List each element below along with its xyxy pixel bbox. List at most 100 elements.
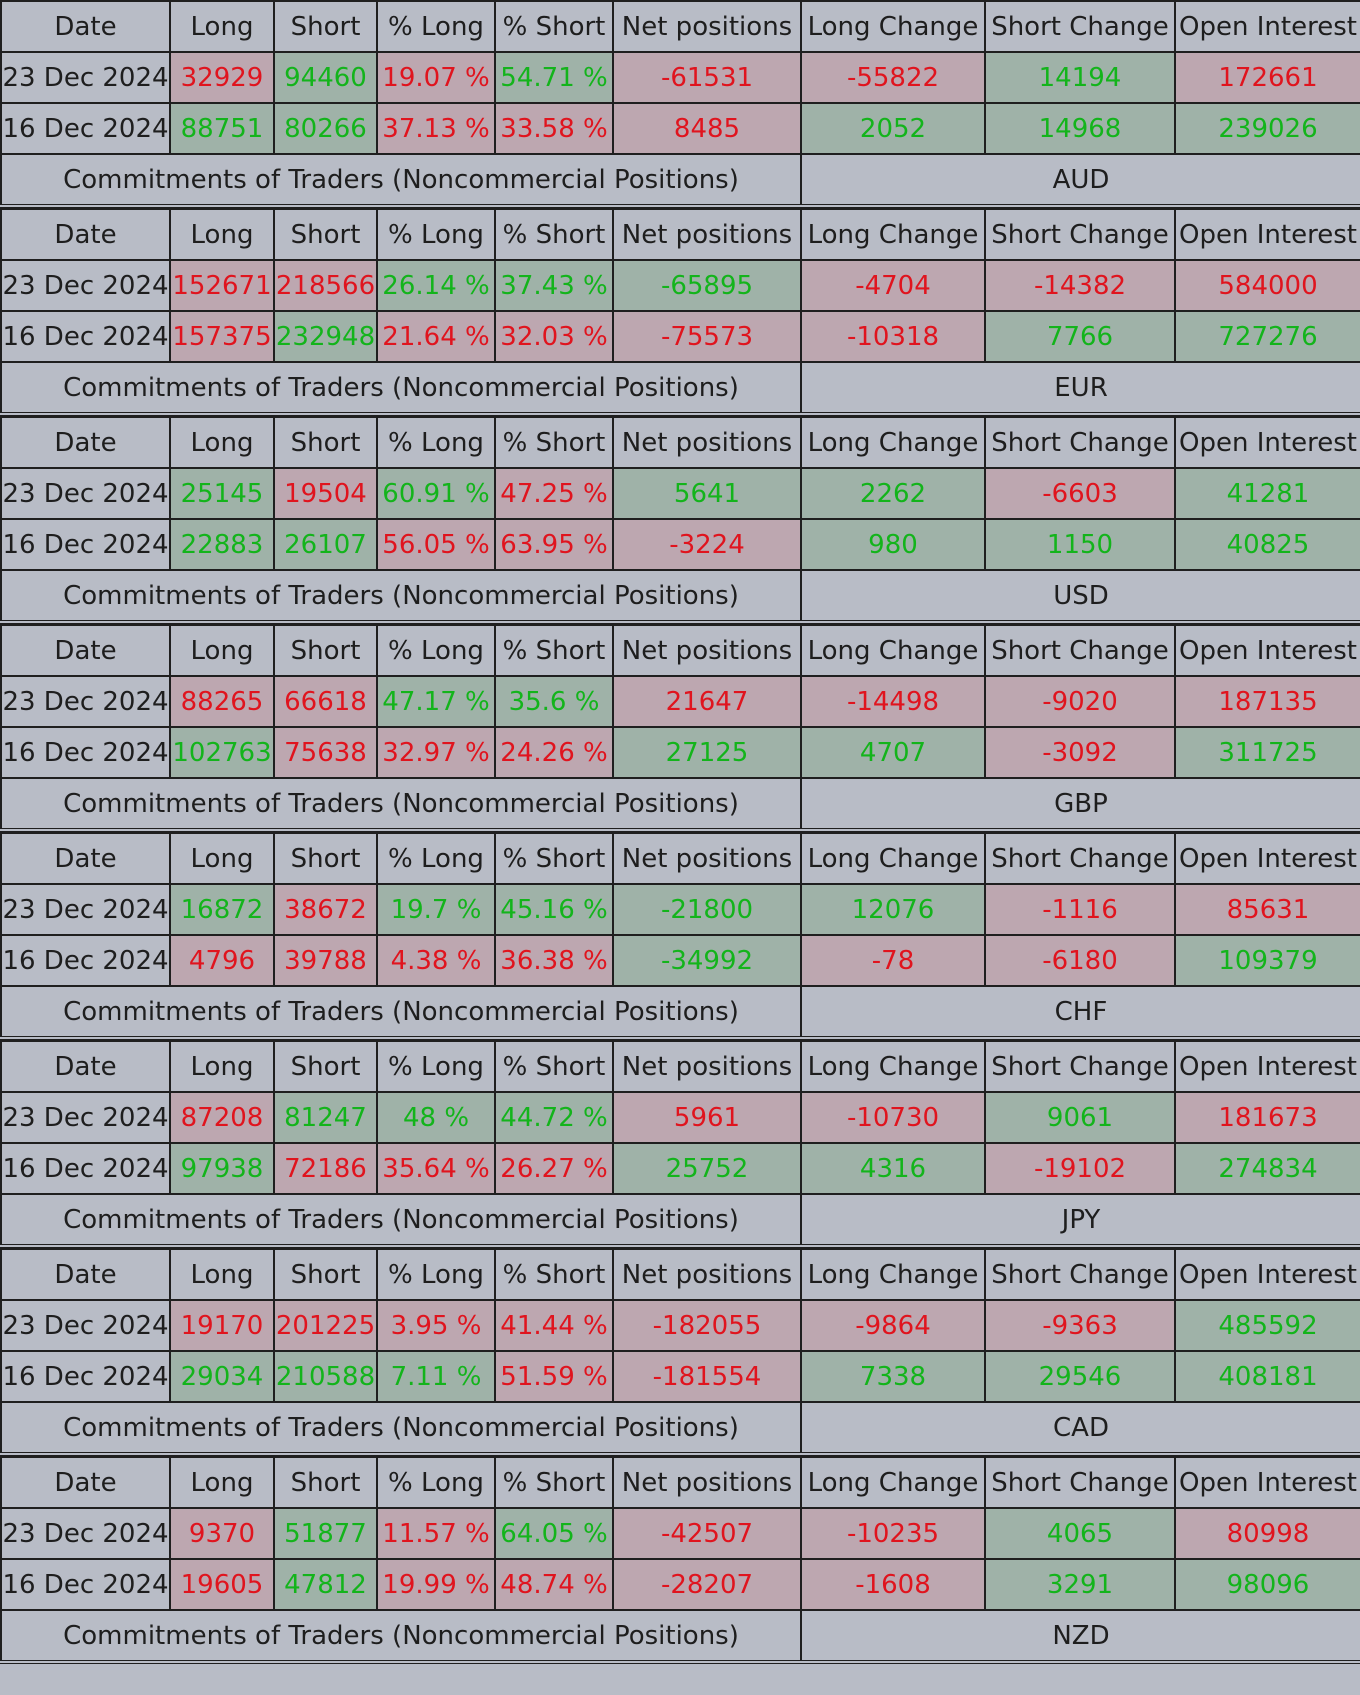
column-header: Long Change: [800, 1456, 986, 1509]
short-cell: 26107: [273, 518, 378, 571]
long-cell: 32929: [169, 51, 275, 104]
cot-table-chf: Date Long Short% Long% Short Net positions L…: [0, 832, 1360, 1040]
table-row: 16 Dec 2024 88751 80266 37.13 % 33.58 % 8485 2…: [0, 102, 1360, 155]
column-header: Net positions: [612, 1040, 802, 1093]
table-row: 23 Dec 2024 16872 38672 19.7 % 45.16 % -21800…: [0, 883, 1360, 936]
report-title: Commitments of Traders (Noncommercial Po…: [0, 153, 802, 207]
net-positions-cell: -3224: [612, 518, 802, 571]
column-header: % Long: [376, 832, 496, 885]
column-header: Open Interest: [1174, 832, 1360, 885]
long-change-cell: -10318: [800, 310, 986, 363]
long-change-cell: -9864: [800, 1299, 986, 1352]
column-header: % Short: [494, 208, 614, 261]
report-title: Commitments of Traders (Noncommercial Po…: [0, 1193, 802, 1247]
long-cell: 102763: [169, 726, 275, 779]
column-header: % Long: [376, 416, 496, 469]
net-positions-cell: -42507: [612, 1507, 802, 1560]
long-change-cell: -4704: [800, 259, 986, 312]
column-header: Date: [0, 208, 171, 261]
short-change-cell: 3291: [984, 1558, 1176, 1611]
short-cell: 94460: [273, 51, 378, 104]
short-cell: 210588: [273, 1350, 378, 1403]
currency-label: JPY: [800, 1193, 1360, 1247]
cot-table-jpy: Date Long Short% Long% Short Net positions L…: [0, 1040, 1360, 1248]
short-change-cell: -14382: [984, 259, 1176, 312]
column-header: Long: [169, 0, 275, 53]
table-row: 23 Dec 2024 19170 201225 3.95 % 41.44 % -1820…: [0, 1299, 1360, 1352]
date-cell: 16 Dec 2024: [0, 1142, 171, 1195]
column-header: % Short: [494, 1248, 614, 1301]
open-interest-cell: 485592: [1174, 1299, 1360, 1352]
long-cell: 4796: [169, 934, 275, 987]
long-change-cell: 7338: [800, 1350, 986, 1403]
pct-long-cell: 37.13 %: [376, 102, 496, 155]
pct-short-cell: 26.27 %: [494, 1142, 614, 1195]
open-interest-cell: 98096: [1174, 1558, 1360, 1611]
column-header: Open Interest: [1174, 1456, 1360, 1509]
date-cell: 16 Dec 2024: [0, 1350, 171, 1403]
header-row: Date Long Short% Long% Short Net positions L…: [0, 1456, 1360, 1509]
column-header: Long Change: [800, 832, 986, 885]
column-header: Short Change: [984, 1248, 1176, 1301]
long-cell: 87208: [169, 1091, 275, 1144]
title-row: Commitments of Traders (Noncommercial Po…: [0, 361, 1360, 415]
table-row: 23 Dec 2024 152671 218566 26.14 % 37.43 % -65…: [0, 259, 1360, 312]
table-row: 23 Dec 2024 9370 51877 11.57 % 64.05 % -42507…: [0, 1507, 1360, 1560]
pct-short-cell: 48.74 %: [494, 1558, 614, 1611]
table-row: 16 Dec 2024 157375 232948 21.64 % 32.03 % -75…: [0, 310, 1360, 363]
short-change-cell: 14194: [984, 51, 1176, 104]
header-row: Date Long Short% Long% Short Net positions L…: [0, 1040, 1360, 1093]
column-header: Long Change: [800, 0, 986, 53]
pct-short-cell: 44.72 %: [494, 1091, 614, 1144]
column-header: % Long: [376, 1456, 496, 1509]
short-cell: 39788: [273, 934, 378, 987]
column-header: % Long: [376, 1248, 496, 1301]
column-header: Date: [0, 832, 171, 885]
header-row: Date Long Short% Long% Short Net positions L…: [0, 624, 1360, 677]
date-cell: 23 Dec 2024: [0, 1091, 171, 1144]
net-positions-cell: -65895: [612, 259, 802, 312]
pct-long-cell: 32.97 %: [376, 726, 496, 779]
net-positions-cell: -34992: [612, 934, 802, 987]
long-cell: 29034: [169, 1350, 275, 1403]
column-header: Date: [0, 1248, 171, 1301]
short-change-cell: 7766: [984, 310, 1176, 363]
net-positions-cell: -21800: [612, 883, 802, 936]
table-row: 16 Dec 2024 97938 72186 35.64 % 26.27 % 25752…: [0, 1142, 1360, 1195]
column-header: Open Interest: [1174, 624, 1360, 677]
pct-long-cell: 11.57 %: [376, 1507, 496, 1560]
report-title: Commitments of Traders (Noncommercial Po…: [0, 1401, 802, 1455]
header-row: Date Long Short% Long% Short Net positions L…: [0, 0, 1360, 53]
pct-short-cell: 32.03 %: [494, 310, 614, 363]
date-cell: 16 Dec 2024: [0, 518, 171, 571]
pct-long-cell: 48 %: [376, 1091, 496, 1144]
pct-long-cell: 56.05 %: [376, 518, 496, 571]
column-header: % Short: [494, 0, 614, 53]
column-header: Date: [0, 416, 171, 469]
column-header: Date: [0, 624, 171, 677]
column-header: Long Change: [800, 1040, 986, 1093]
column-header: Short: [273, 208, 378, 261]
pct-long-cell: 26.14 %: [376, 259, 496, 312]
title-row: Commitments of Traders (Noncommercial Po…: [0, 1193, 1360, 1247]
long-change-cell: 4707: [800, 726, 986, 779]
column-header: % Long: [376, 624, 496, 677]
pct-short-cell: 64.05 %: [494, 1507, 614, 1560]
pct-long-cell: 19.07 %: [376, 51, 496, 104]
long-change-cell: -55822: [800, 51, 986, 104]
short-cell: 201225: [273, 1299, 378, 1352]
net-positions-cell: -61531: [612, 51, 802, 104]
date-cell: 16 Dec 2024: [0, 310, 171, 363]
long-cell: 25145: [169, 467, 275, 520]
long-change-cell: -1608: [800, 1558, 986, 1611]
column-header: Net positions: [612, 1456, 802, 1509]
table-row: 16 Dec 2024 102763 75638 32.97 % 24.26 % 2712…: [0, 726, 1360, 779]
column-header: Net positions: [612, 1248, 802, 1301]
header-row: Date Long Short% Long% Short Net positions L…: [0, 208, 1360, 261]
column-header: % Short: [494, 624, 614, 677]
column-header: % Short: [494, 1040, 614, 1093]
table-row: 16 Dec 2024 19605 47812 19.99 % 48.74 % -2820…: [0, 1558, 1360, 1611]
short-cell: 80266: [273, 102, 378, 155]
net-positions-cell: 25752: [612, 1142, 802, 1195]
pct-short-cell: 37.43 %: [494, 259, 614, 312]
